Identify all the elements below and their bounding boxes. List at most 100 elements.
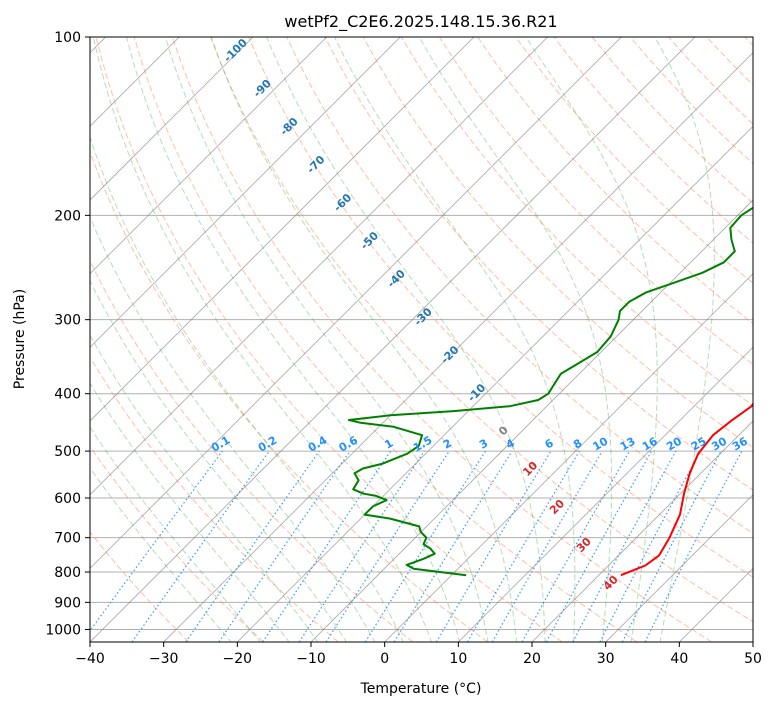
isotherm-line <box>90 37 327 275</box>
moist-adiabat <box>90 135 404 642</box>
isotherm-line <box>90 37 622 569</box>
isotherm-line <box>679 567 753 642</box>
moist-adiabat <box>90 279 347 642</box>
dry-adiabat <box>90 150 488 642</box>
x-tick-label: −30 <box>149 651 179 667</box>
moist-adiabat <box>90 215 376 642</box>
x-tick-label: 30 <box>597 651 615 667</box>
mixing-ratio-line <box>599 450 702 642</box>
mixing-ratio-line <box>218 450 351 642</box>
isotherm-label: -90 <box>251 77 274 100</box>
dry-adiabat <box>90 445 264 642</box>
x-tick-label: 50 <box>744 651 762 667</box>
x-tick-label: 0 <box>380 651 389 667</box>
isotherm-line <box>90 37 475 422</box>
isotherm-label: -80 <box>278 115 301 138</box>
x-axis-ticks: −40 −30 −20 −10 0 10 20 30 40 50 <box>75 642 762 667</box>
y-tick-label: 400 <box>54 387 81 403</box>
moist-adiabat <box>90 382 290 642</box>
mixing-ratio-line <box>298 450 425 642</box>
y-tick-label: 100 <box>54 30 81 46</box>
mixing-ratio-line <box>644 450 743 642</box>
isotherm-line <box>531 420 753 642</box>
dry-adiabat <box>210 37 753 623</box>
y-tick-label: 700 <box>54 531 81 547</box>
isotherm-label: -100 <box>221 36 250 65</box>
mixing-ratio-label: 6 <box>543 436 556 451</box>
isotherm-line <box>237 125 753 642</box>
dry-adiabats <box>90 37 753 642</box>
moist-adiabat <box>525 37 658 642</box>
dry-adiabat <box>553 37 753 244</box>
moist-adiabat <box>92 37 432 642</box>
dry-adiabat <box>706 37 753 86</box>
isotherm-line <box>90 37 401 348</box>
mixing-ratio-line <box>325 450 450 642</box>
moist-adiabat <box>266 37 546 642</box>
isotherm-label: -30 <box>412 305 435 328</box>
isotherm-label: -10 <box>465 381 488 404</box>
y-axis-ticks: 100 200 300 400 500 600 700 800 900 1000 <box>45 30 90 638</box>
y-tick-label: 600 <box>54 491 81 507</box>
dry-adiabat <box>133 37 638 642</box>
x-tick-label: 40 <box>670 651 688 667</box>
dry-adiabat <box>90 259 414 642</box>
isotherm-line <box>605 494 753 642</box>
temperature-profile-line <box>620 402 753 577</box>
isotherm-label: -20 <box>438 343 461 366</box>
x-tick-label: −40 <box>75 651 105 667</box>
mixing-ratio-line <box>262 450 392 642</box>
isotherm-label: 10 <box>520 459 540 479</box>
dry-adiabat <box>515 37 753 284</box>
moist-adiabat <box>90 334 319 642</box>
y-axis-title: Pressure (hPa) <box>12 289 28 389</box>
dry-adiabat <box>668 37 753 125</box>
isotherm-label: 40 <box>601 573 621 593</box>
y-tick-label: 1000 <box>45 622 81 638</box>
mixing-ratio-lines <box>90 450 743 642</box>
moist-adiabat <box>126 37 461 642</box>
plot-area: 0.1 0.2 0.4 0.6 1 1.5 2 3 4 6 8 10 13 16 20 25 30 36-100-… <box>90 36 753 642</box>
mixing-ratio-line <box>90 450 223 632</box>
mixing-ratio-line <box>393 450 513 642</box>
moist-adiabat <box>334 37 576 642</box>
dry-adiabat <box>248 37 753 578</box>
mixing-ratio-label: 2 <box>441 437 454 452</box>
chart-title: wetPf2_C2E6.2025.148.15.36.R21 <box>284 12 557 32</box>
dry-adiabat <box>90 356 339 642</box>
moist-adiabat <box>654 37 715 642</box>
moist-adiabat <box>210 37 518 642</box>
mixing-ratio-label: 3 <box>477 437 490 452</box>
sounding-series <box>347 206 753 577</box>
dry-adiabat <box>171 37 712 642</box>
y-tick-label: 900 <box>54 595 81 611</box>
x-axis-title: Temperature (°C) <box>360 681 482 697</box>
mixing-ratio-line <box>521 450 631 642</box>
x-tick-label: 20 <box>523 651 541 667</box>
dry-adiabat <box>90 531 190 642</box>
isotherms <box>90 37 753 642</box>
y-tick-label: 300 <box>54 313 81 329</box>
dewpoint-profile-line <box>347 206 753 577</box>
x-tick-label: 10 <box>449 651 467 667</box>
y-tick-label: 200 <box>54 208 81 224</box>
dry-adiabat <box>744 37 753 47</box>
mixing-ratio-line <box>185 450 320 642</box>
mixing-ratio-line <box>572 450 677 642</box>
dry-adiabat <box>438 37 753 366</box>
isotherm-line <box>90 37 696 642</box>
y-tick-label: 500 <box>54 444 81 460</box>
mixing-ratio-line <box>131 450 270 642</box>
isotherm-line <box>163 52 753 642</box>
dry-adiabat <box>95 37 563 642</box>
moist-adiabat <box>90 426 261 642</box>
mixing-ratio-line <box>545 450 653 642</box>
plot-frame <box>89 36 754 643</box>
gridlines <box>90 37 753 630</box>
isotherm-line <box>90 37 548 496</box>
dry-adiabat <box>400 37 753 407</box>
isotherm-line <box>384 273 753 642</box>
isotherm-line <box>752 641 753 642</box>
mixing-ratio-line <box>435 450 552 642</box>
